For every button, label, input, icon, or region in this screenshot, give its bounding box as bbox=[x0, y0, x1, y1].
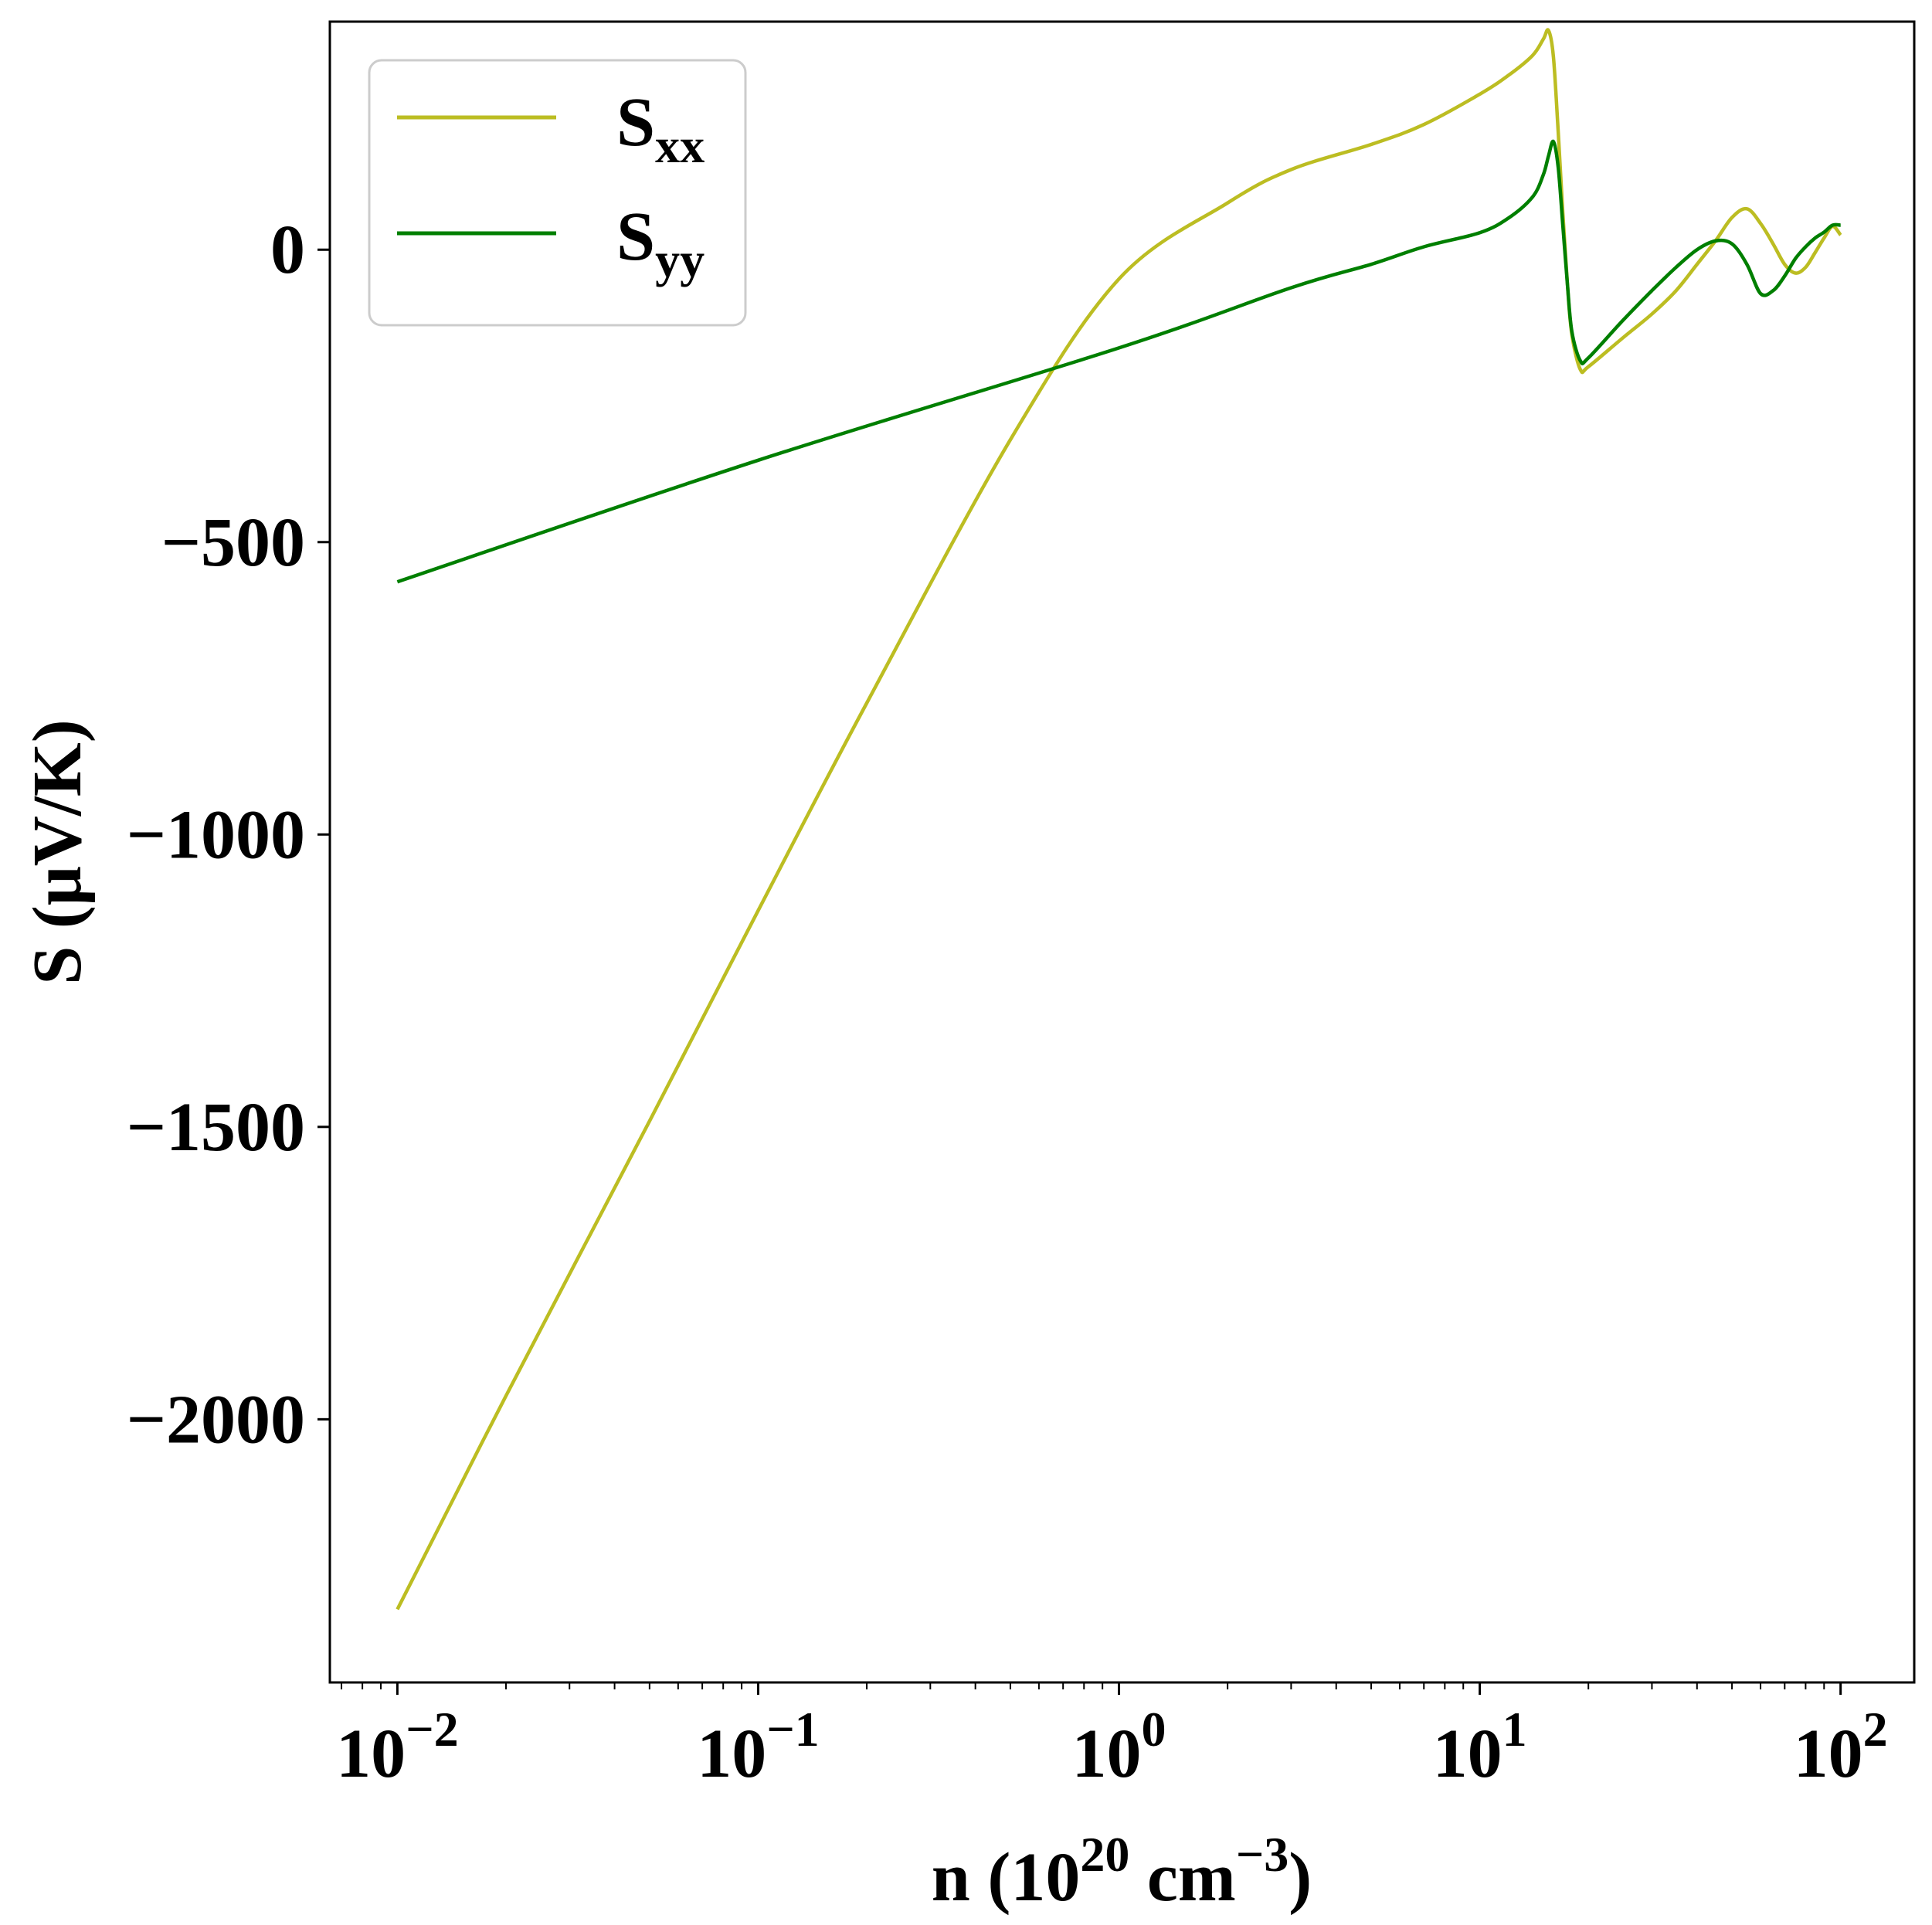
y-axis-ticks: 0 −500 −1000 −1500 −2000 bbox=[127, 212, 330, 1458]
x-tick-label-base: 10 bbox=[1072, 1716, 1142, 1792]
x-axis-label-unit: cm bbox=[1129, 1839, 1235, 1916]
series-line-yy bbox=[396, 139, 1841, 584]
x-tick-label-base: 10 bbox=[697, 1716, 766, 1792]
x-axis-label-exponent-2: −3 bbox=[1236, 1827, 1289, 1882]
x-axis-label-end: ) bbox=[1289, 1839, 1312, 1916]
x-tick-label: 10−1 bbox=[697, 1702, 819, 1792]
y-tick-label: −500 bbox=[161, 504, 305, 581]
x-tick-label-exponent: 0 bbox=[1142, 1702, 1166, 1757]
legend-label-sxx: Sxx bbox=[616, 84, 705, 173]
x-tick-label: 100 bbox=[1072, 1702, 1166, 1792]
legend-label-sxx-sub: xx bbox=[655, 118, 705, 173]
legend: Sxx Syy bbox=[368, 59, 747, 327]
x-tick-label-base: 10 bbox=[336, 1716, 406, 1792]
x-tick-label-base: 10 bbox=[1433, 1716, 1502, 1792]
y-tick-label: −2000 bbox=[127, 1381, 305, 1458]
y-tick-label: 0 bbox=[270, 212, 305, 288]
legend-label-syy-sub: yy bbox=[655, 233, 705, 287]
legend-box bbox=[368, 59, 747, 327]
x-tick-label: 10−2 bbox=[336, 1702, 458, 1792]
legend-label-sxx-main: S bbox=[616, 84, 655, 161]
x-tick-label-exponent: −2 bbox=[406, 1702, 458, 1757]
x-tick-label: 101 bbox=[1433, 1702, 1527, 1792]
legend-label-syy-main: S bbox=[616, 199, 655, 275]
y-tick-label: −1000 bbox=[127, 796, 305, 873]
x-axis-ticks: 10−2 10−1 100 101 102 bbox=[336, 1682, 1888, 1792]
y-axis-label: S (μV/K) bbox=[19, 719, 96, 985]
series-layer bbox=[396, 28, 1842, 1611]
x-tick-label-base: 10 bbox=[1794, 1716, 1863, 1792]
legend-label-syy: Syy bbox=[616, 199, 705, 287]
x-tick-label-exponent: −1 bbox=[766, 1702, 819, 1757]
y-tick-label: −1500 bbox=[127, 1089, 305, 1166]
x-axis-label: n (1020 cm−3) bbox=[932, 1827, 1312, 1916]
x-axis-label-base: n (10 bbox=[932, 1839, 1081, 1916]
x-tick-label-exponent: 2 bbox=[1863, 1702, 1888, 1757]
x-axis-label-exponent-1: 20 bbox=[1080, 1827, 1129, 1882]
x-tick-label-exponent: 1 bbox=[1502, 1702, 1527, 1757]
plot-frame bbox=[328, 20, 1916, 1684]
series-line-xx bbox=[396, 28, 1842, 1611]
x-tick-label: 102 bbox=[1794, 1702, 1888, 1792]
